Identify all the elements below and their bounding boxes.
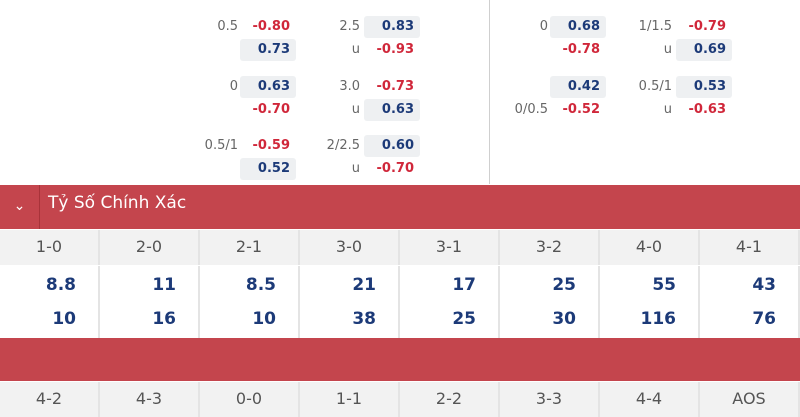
away-odds[interactable]: -0.70 [252,101,290,117]
home-odds[interactable]: 0.42 [550,75,606,98]
under-odds[interactable]: -0.93 [376,42,414,57]
home-odds[interactable]: 25 [552,275,576,295]
handicap-section: 0.5 -0.80 0.73 2.5 u 0.83 -0.93 0 0.63 -0.70 3.0 u -… [0,0,800,184]
over-under-line: 3.0 [339,78,360,94]
home-odds[interactable]: 55 [652,275,676,295]
over-odds[interactable]: 0.60 [364,135,420,157]
section-divider-bar [0,338,800,381]
chevron-down-icon[interactable]: ⌄ [0,185,40,229]
handicap-line: 0.5 [217,19,238,34]
handicap-line: 0.5/1 [204,138,238,153]
under-label: u [663,42,672,57]
score-odds-cell: 8.5 10 [200,266,300,338]
score-label: 1-0 [0,230,100,265]
under-odds[interactable]: 0.69 [676,39,732,61]
home-odds[interactable]: 8.8 [45,275,76,295]
home-odds[interactable]: -0.59 [252,138,290,153]
score-odds-cell: 21 38 [300,266,400,338]
home-odds[interactable]: -0.80 [252,19,290,34]
away-odds[interactable]: 10 [52,309,76,329]
score-odds-cell: 25 30 [500,266,600,338]
over-odds[interactable]: 0.83 [364,16,420,38]
under-label: u [351,42,360,57]
home-odds[interactable]: 43 [752,275,776,295]
under-odds[interactable]: -0.63 [688,101,726,117]
score-label: 3-2 [500,230,600,265]
over-odds[interactable]: 0.53 [676,75,732,98]
away-odds[interactable]: 16 [152,309,176,329]
score-label: 3-1 [400,230,500,265]
under-odds[interactable]: 0.63 [364,98,420,121]
over-under-line: 1/1.5 [638,19,672,34]
home-odds[interactable]: 0.68 [550,16,606,38]
score-odds-cell: 17 25 [400,266,500,338]
over-odds[interactable]: -0.79 [688,19,726,34]
over-odds[interactable]: -0.73 [376,78,414,94]
handicap-line: 0 [229,78,238,94]
away-odds[interactable]: 10 [252,309,276,329]
away-odds[interactable]: -0.78 [562,42,600,57]
over-under-line: 2.5 [339,19,360,34]
score-odds-cell: 11 16 [100,266,200,338]
under-label: u [351,101,360,117]
correct-score-header[interactable]: ⌄ Tỷ Số Chính Xác [0,185,800,229]
over-under-line: 0.5/1 [638,78,672,94]
home-odds[interactable]: 17 [452,275,476,295]
home-odds[interactable]: 11 [152,275,176,295]
under-label: u [663,101,672,117]
away-odds[interactable]: 0.52 [240,158,296,180]
score-odds-cell: 43 76 [700,266,800,338]
away-odds[interactable]: -0.52 [562,101,600,117]
score-header-row: 1-0 2-0 2-1 3-0 3-1 3-2 4-0 4-1 [0,230,800,265]
panel-divider [489,0,490,184]
home-odds[interactable]: 21 [352,275,376,295]
home-odds[interactable]: 8.5 [245,275,276,295]
away-odds[interactable]: 30 [552,309,576,329]
away-odds[interactable]: 38 [352,309,376,329]
away-odds[interactable]: 76 [752,309,776,329]
score-label: 2-1 [200,230,300,265]
away-odds[interactable]: 116 [640,309,677,329]
under-odds[interactable]: -0.70 [376,161,414,176]
score-label: 4-0 [600,230,700,265]
handicap-line: 0 [539,19,548,34]
score-label: 3-0 [300,230,400,265]
score-label: 2-0 [100,230,200,265]
away-odds[interactable]: 25 [452,309,476,329]
under-label: u [351,161,360,176]
score-label: 4-1 [700,230,800,265]
score-odds-cell: 8.8 10 [0,266,100,338]
over-under-line: 2/2.5 [326,138,360,153]
home-odds[interactable]: 0.63 [240,75,296,98]
score-odds-cell: 55 116 [600,266,700,338]
section-title: Tỷ Số Chính Xác [48,193,187,213]
score-odds-row: 8.8 10 11 16 8.5 10 21 38 17 25 25 30 55 116 43 76 [0,266,800,338]
handicap-line: 0/0.5 [514,101,548,117]
away-odds[interactable]: 0.73 [240,39,296,61]
